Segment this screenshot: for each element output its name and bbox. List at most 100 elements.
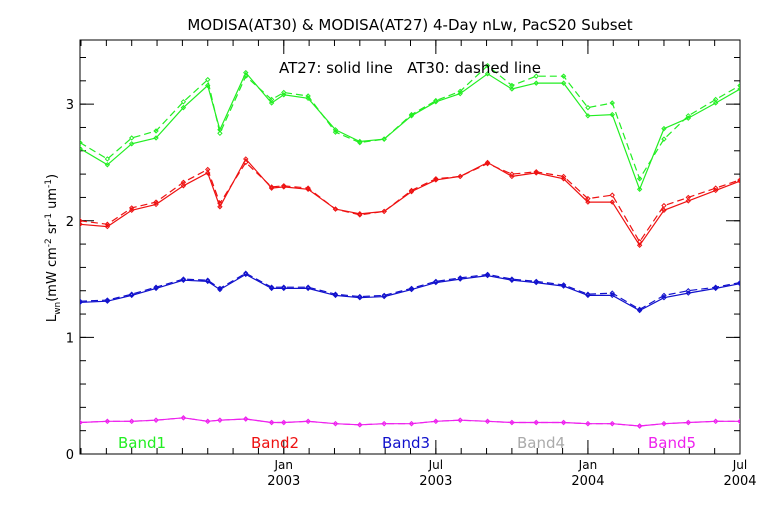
- y-axis-label-mid2: um: [45, 188, 60, 213]
- data-point-band1-solid: [180, 104, 187, 111]
- legend-entry-band4: Band4: [517, 434, 565, 452]
- data-point-band1-dashed: [180, 99, 187, 105]
- data-point-band1-dashed: [533, 73, 539, 79]
- data-point-band2-solid: [104, 223, 111, 230]
- x-tick-year-label: 2004: [723, 474, 756, 489]
- data-point-band1-solid: [268, 100, 275, 106]
- data-point-band3-dashed: [685, 288, 692, 294]
- series-line-band5-dashed: [80, 417, 740, 427]
- data-point-band3-dashed: [332, 291, 339, 297]
- data-point-band1-dashed: [381, 136, 387, 142]
- data-point-band2-dashed: [533, 169, 539, 175]
- data-point-band2-dashed: [712, 185, 719, 191]
- data-point-band2-dashed: [661, 202, 667, 209]
- data-point-band1-solid: [457, 90, 463, 97]
- data-point-band2-dashed: [585, 195, 591, 202]
- data-point-band3-dashed: [205, 277, 211, 283]
- x-axis: Jan 2003 Jul 2003 Jan 2004 Jul 2004: [80, 40, 757, 489]
- data-point-band5-dashed: [533, 419, 539, 426]
- data-point-band1-solid: [712, 100, 719, 106]
- series-line-band3-solid: [80, 273, 740, 312]
- y-tick-label: 2: [66, 215, 74, 230]
- data-point-band3-dashed: [560, 282, 567, 288]
- data-point-band5-dashed: [305, 418, 311, 425]
- data-point-band1-solid: [509, 86, 515, 92]
- x-tick-year-label: 2003: [419, 474, 452, 489]
- data-point-band5-dashed: [205, 418, 211, 425]
- data-point-band5-dashed: [712, 418, 719, 425]
- series-line-band1-dashed: [80, 64, 740, 181]
- y-tick-label: 0: [66, 448, 74, 463]
- data-point-band2-dashed: [305, 185, 311, 191]
- data-point-band1-solid: [585, 113, 591, 119]
- data-point-band5-dashed: [509, 419, 515, 426]
- data-point-band2-dashed: [737, 177, 740, 183]
- data-point-band2-dashed: [636, 239, 643, 245]
- data-point-band3-dashed: [268, 284, 275, 290]
- data-point-band1-solid: [357, 138, 363, 145]
- y-axis-label-units-close: ): [45, 174, 60, 179]
- data-point-band3-dashed: [712, 284, 719, 290]
- data-point-band3-dashed: [585, 291, 591, 297]
- data-point-band2-dashed: [408, 187, 415, 194]
- data-point-band5-dashed: [332, 420, 339, 427]
- data-point-band1-dashed: [737, 82, 740, 89]
- data-point-band3-dashed: [128, 291, 135, 297]
- data-point-band5-dashed: [636, 423, 643, 429]
- data-point-band1-dashed: [585, 104, 591, 111]
- data-point-band2-solid: [661, 207, 667, 213]
- data-point-band1-solid: [281, 92, 287, 98]
- data-point-band1-dashed: [509, 82, 515, 89]
- data-point-band3-dashed: [533, 278, 539, 285]
- data-point-band1-dashed: [712, 96, 719, 103]
- chart-title: MODISA(AT30) & MODISA(AT27) 4-Day nLw, P…: [187, 16, 632, 34]
- y-axis-label-units-open: (mW cm: [45, 247, 60, 302]
- y-axis-label: Lwn(mW cm-2 sr-1 um-1): [44, 174, 63, 322]
- data-point-band2-solid: [712, 187, 719, 194]
- data-point-band1-solid: [153, 135, 159, 141]
- data-point-band1-solid: [661, 125, 667, 132]
- data-point-band5-dashed: [484, 418, 491, 425]
- y-axis-label-mid1: sr: [45, 221, 60, 238]
- series-group: [80, 62, 740, 429]
- data-point-band2-solid: [685, 198, 692, 204]
- data-point-band2-solid: [80, 221, 83, 227]
- legend-entry-band1: Band1: [118, 434, 166, 452]
- y-axis-label-main: L: [45, 314, 60, 322]
- data-point-band1-solid: [128, 141, 135, 147]
- data-point-band3-dashed: [509, 276, 515, 282]
- y-tick-label: 1: [66, 331, 74, 346]
- y-tick-label: 3: [66, 98, 74, 113]
- data-point-band2-solid: [636, 242, 643, 248]
- x-tick-year-label: 2004: [571, 474, 604, 489]
- data-point-band2-solid: [484, 159, 491, 166]
- data-point-band3-dashed: [433, 278, 439, 285]
- data-point-band1-dashed: [268, 96, 275, 103]
- data-point-band5-dashed: [661, 420, 667, 427]
- data-point-band2-solid: [585, 199, 591, 205]
- data-point-band5-dashed: [457, 417, 463, 423]
- data-point-band5-dashed: [585, 420, 591, 427]
- data-point-band3-solid: [609, 292, 615, 299]
- data-point-band1-dashed: [433, 97, 439, 104]
- data-point-band3-dashed: [609, 290, 615, 296]
- data-point-band2-dashed: [180, 179, 187, 185]
- data-point-band2-dashed: [243, 159, 249, 166]
- data-point-band1-solid: [609, 111, 615, 118]
- data-point-band3-solid: [685, 290, 692, 296]
- data-point-band3-dashed: [636, 306, 643, 313]
- data-point-band1-dashed: [243, 73, 249, 79]
- data-point-band3-dashed: [408, 285, 415, 292]
- data-point-band1-dashed: [153, 128, 159, 134]
- data-point-band2-dashed: [381, 208, 387, 215]
- x-tick-year-label: 2003: [267, 474, 300, 489]
- data-point-band5-dashed: [104, 418, 111, 425]
- data-point-band5-dashed: [381, 420, 387, 427]
- data-point-band1-dashed: [128, 135, 135, 141]
- data-point-band5-dashed: [609, 420, 615, 427]
- data-point-band3-dashed: [661, 292, 667, 299]
- data-point-band2-dashed: [205, 166, 211, 173]
- data-point-band5-dashed: [685, 419, 692, 426]
- data-point-band2-solid: [609, 199, 615, 205]
- data-point-band5-dashed: [268, 419, 275, 426]
